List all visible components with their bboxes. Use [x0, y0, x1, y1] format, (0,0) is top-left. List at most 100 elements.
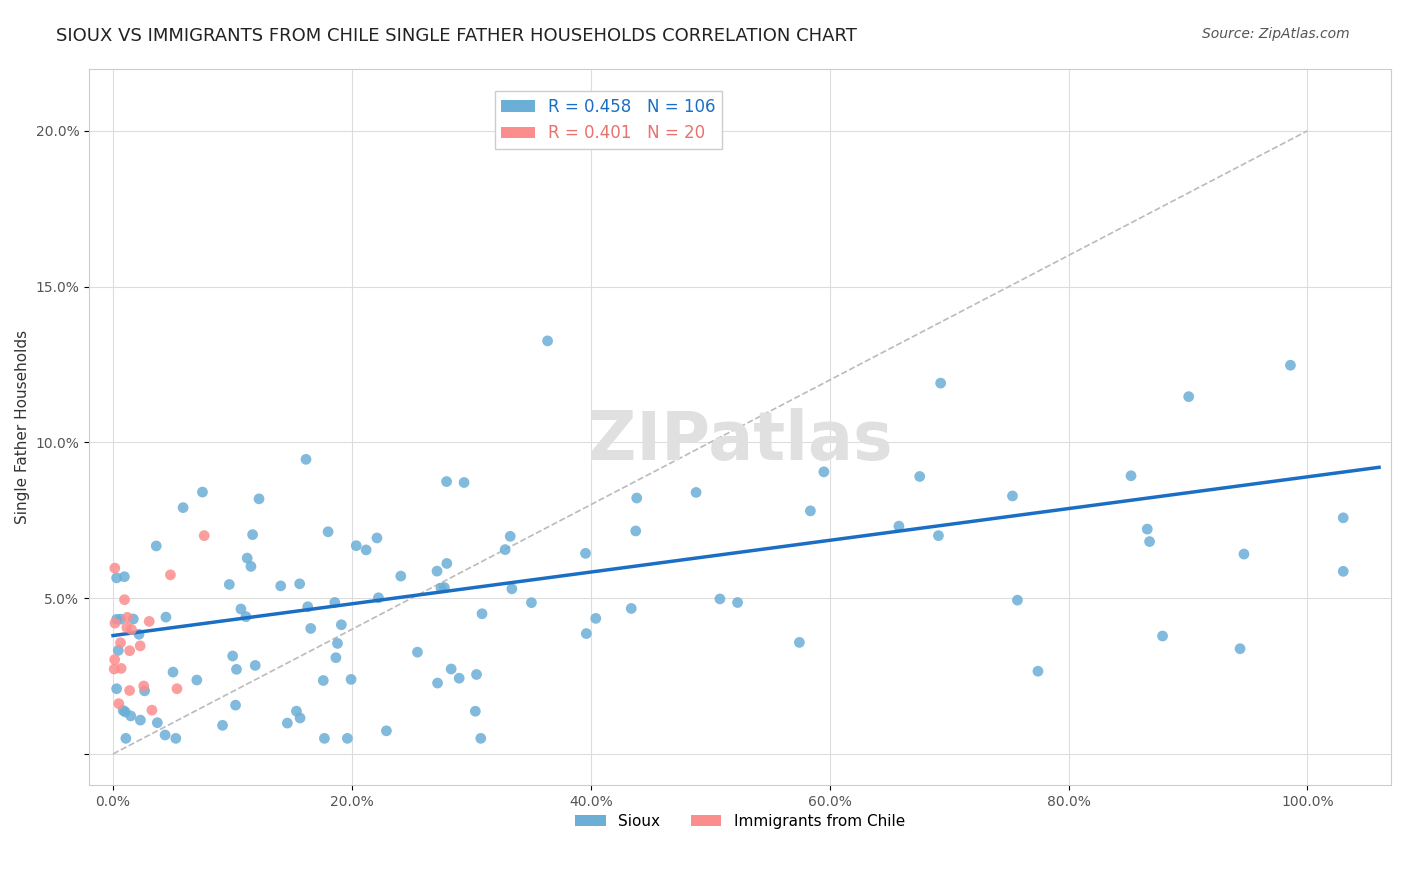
Point [104, 652, 127, 666]
Point [129, 713, 152, 727]
Point [312, 673, 335, 688]
Legend: Sioux, Immigrants from Chile: Sioux, Immigrants from Chile [569, 807, 911, 835]
Point [115, 731, 138, 746]
Point [1233, 547, 1256, 561]
Point [141, 703, 163, 717]
Point [103, 662, 125, 676]
Point [288, 711, 311, 725]
Point [314, 731, 336, 746]
Point [430, 581, 453, 595]
Point [112, 570, 135, 584]
Point [211, 718, 233, 732]
Point [685, 485, 707, 500]
Point [575, 626, 598, 640]
Point [325, 650, 347, 665]
Point [225, 698, 247, 713]
Point [344, 539, 367, 553]
Point [727, 595, 749, 609]
Point [162, 665, 184, 679]
Point [436, 557, 458, 571]
Point [236, 551, 259, 566]
Point [134, 683, 156, 698]
Point [620, 601, 643, 615]
Point [908, 469, 931, 483]
Point [471, 607, 494, 621]
Point [288, 577, 311, 591]
Point [120, 709, 142, 723]
Point [235, 609, 257, 624]
Point [112, 704, 135, 718]
Text: Source: ZipAtlas.com: Source: ZipAtlas.com [1202, 27, 1350, 41]
Point [218, 577, 240, 591]
Point [501, 582, 523, 596]
Point [107, 643, 129, 657]
Point [191, 485, 214, 500]
Point [122, 612, 145, 626]
Point [1001, 489, 1024, 503]
Point [165, 731, 187, 746]
Point [624, 524, 647, 538]
Point [1139, 534, 1161, 549]
Point [166, 681, 188, 696]
Point [323, 595, 346, 609]
Point [270, 579, 292, 593]
Point [299, 622, 322, 636]
Point [117, 610, 139, 624]
Point [285, 704, 308, 718]
Point [295, 452, 318, 467]
Point [336, 731, 359, 746]
Point [1152, 629, 1174, 643]
Point [799, 504, 821, 518]
Point [1119, 468, 1142, 483]
Point [406, 645, 429, 659]
Point [115, 620, 138, 634]
Point [114, 705, 136, 719]
Point [105, 612, 128, 626]
Point [172, 500, 194, 515]
Point [470, 731, 492, 746]
Point [585, 611, 607, 625]
Point [276, 716, 298, 731]
Point [145, 539, 167, 553]
Point [1331, 565, 1354, 579]
Point [132, 679, 155, 693]
Point [813, 465, 835, 479]
Point [105, 571, 128, 585]
Point [110, 612, 132, 626]
Point [110, 661, 132, 675]
Point [225, 662, 247, 676]
Point [121, 623, 143, 637]
Point [128, 627, 150, 641]
Point [1136, 522, 1159, 536]
Point [464, 704, 486, 718]
Point [186, 673, 208, 687]
Point [887, 519, 910, 533]
Point [536, 334, 558, 348]
Point [367, 591, 389, 605]
Point [326, 636, 349, 650]
Text: SIOUX VS IMMIGRANTS FROM CHILE SINGLE FATHER HOUSEHOLDS CORRELATION CHART: SIOUX VS IMMIGRANTS FROM CHILE SINGLE FA… [56, 27, 858, 45]
Point [927, 528, 949, 542]
Point [155, 610, 177, 624]
Point [626, 491, 648, 505]
Point [118, 643, 141, 657]
Point [104, 561, 127, 575]
Point [114, 592, 136, 607]
Point [229, 602, 252, 616]
Point [153, 728, 176, 742]
Point [316, 524, 339, 539]
Point [574, 546, 596, 560]
Point [245, 658, 267, 673]
Point [426, 676, 449, 690]
Point [118, 683, 141, 698]
Text: ZIPatlas: ZIPatlas [588, 409, 893, 475]
Point [239, 559, 262, 574]
Point [366, 531, 388, 545]
Point [146, 715, 169, 730]
Point [247, 491, 270, 506]
Point [1331, 511, 1354, 525]
Point [440, 662, 463, 676]
Point [375, 723, 398, 738]
Point [107, 697, 129, 711]
Point [138, 615, 160, 629]
